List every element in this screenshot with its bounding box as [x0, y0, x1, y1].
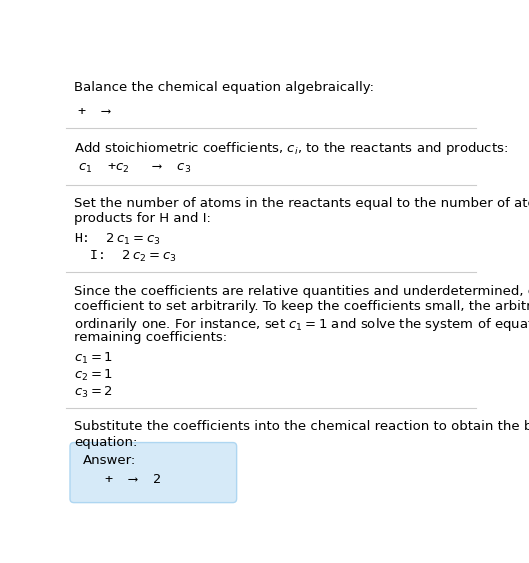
Text: coefficient to set arbitrarily. To keep the coefficients small, the arbitrary va: coefficient to set arbitrarily. To keep …	[74, 300, 529, 313]
Text: Since the coefficients are relative quantities and underdetermined, choose a: Since the coefficients are relative quan…	[74, 285, 529, 298]
Text: Add stoichiometric coefficients, $c_i$, to the reactants and products:: Add stoichiometric coefficients, $c_i$, …	[74, 140, 508, 157]
Text: equation:: equation:	[74, 436, 137, 449]
Text: ordinarily one. For instance, set $c_1 = 1$ and solve the system of equations fo: ordinarily one. For instance, set $c_1 =…	[74, 315, 529, 333]
Text: products for H and I:: products for H and I:	[74, 212, 211, 225]
Text: Answer:: Answer:	[83, 454, 136, 467]
Text: +  ⟶  2: + ⟶ 2	[89, 473, 161, 486]
Text: $c_3 = 2$: $c_3 = 2$	[74, 385, 113, 400]
Text: $c_2 = 1$: $c_2 = 1$	[74, 368, 113, 383]
Text: Balance the chemical equation algebraically:: Balance the chemical equation algebraica…	[74, 82, 374, 95]
Text: Set the number of atoms in the reactants equal to the number of atoms in the: Set the number of atoms in the reactants…	[74, 197, 529, 210]
Text: +  ⟶: + ⟶	[78, 105, 110, 118]
Text: Substitute the coefficients into the chemical reaction to obtain the balanced: Substitute the coefficients into the che…	[74, 420, 529, 433]
Text: $c_1 = 1$: $c_1 = 1$	[74, 351, 113, 366]
FancyBboxPatch shape	[70, 443, 236, 503]
Text: remaining coefficients:: remaining coefficients:	[74, 331, 227, 344]
Text: I:  $2\,c_2 = c_3$: I: $2\,c_2 = c_3$	[74, 249, 177, 265]
Text: $c_1$  +$c_2$   ⟶  $c_3$: $c_1$ +$c_2$ ⟶ $c_3$	[78, 162, 191, 175]
Text: H:  $2\,c_1 = c_3$: H: $2\,c_1 = c_3$	[74, 233, 161, 248]
